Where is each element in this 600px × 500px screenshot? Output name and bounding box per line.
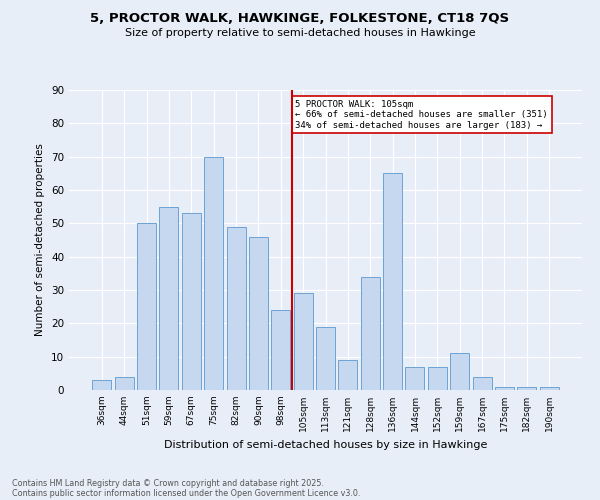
Bar [338, 360, 358, 390]
X-axis label: Distribution of semi-detached houses by size in Hawkinge: Distribution of semi-detached houses by … [164, 440, 487, 450]
Bar [204, 156, 223, 390]
Bar [383, 174, 402, 390]
Y-axis label: Number of semi-detached properties: Number of semi-detached properties [35, 144, 46, 336]
Bar [517, 386, 536, 390]
Bar [293, 294, 313, 390]
Bar [182, 214, 201, 390]
Bar [160, 206, 178, 390]
Bar [428, 366, 447, 390]
Bar [227, 226, 245, 390]
Bar [92, 380, 112, 390]
Bar [450, 354, 469, 390]
Bar [495, 386, 514, 390]
Bar [473, 376, 491, 390]
Bar [406, 366, 424, 390]
Text: 5 PROCTOR WALK: 105sqm
← 66% of semi-detached houses are smaller (351)
34% of se: 5 PROCTOR WALK: 105sqm ← 66% of semi-det… [295, 100, 548, 130]
Text: Size of property relative to semi-detached houses in Hawkinge: Size of property relative to semi-detach… [125, 28, 475, 38]
Bar [249, 236, 268, 390]
Bar [361, 276, 380, 390]
Text: 5, PROCTOR WALK, HAWKINGE, FOLKESTONE, CT18 7QS: 5, PROCTOR WALK, HAWKINGE, FOLKESTONE, C… [91, 12, 509, 26]
Bar [137, 224, 156, 390]
Bar [115, 376, 134, 390]
Text: Contains HM Land Registry data © Crown copyright and database right 2025.: Contains HM Land Registry data © Crown c… [12, 478, 324, 488]
Bar [539, 386, 559, 390]
Text: Contains public sector information licensed under the Open Government Licence v3: Contains public sector information licen… [12, 488, 361, 498]
Bar [316, 326, 335, 390]
Bar [271, 310, 290, 390]
